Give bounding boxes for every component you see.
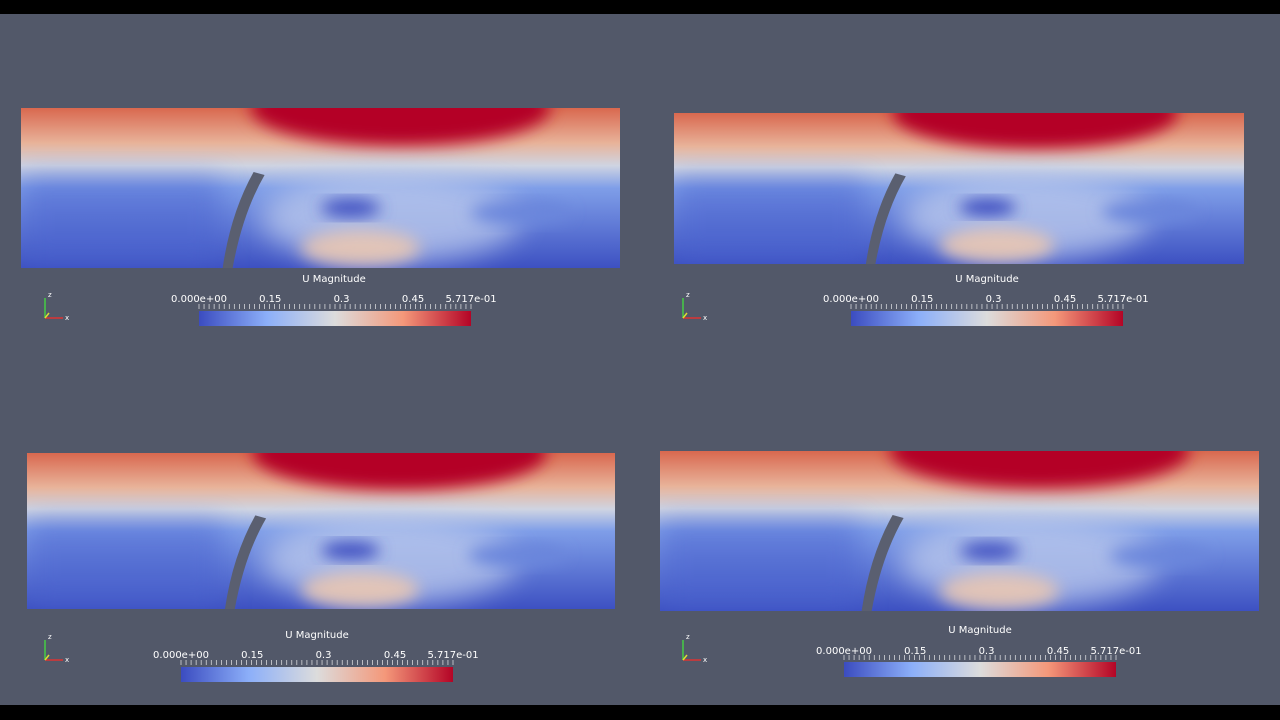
flap xyxy=(865,173,906,264)
axis-y xyxy=(682,312,688,319)
colorbar-title: U Magnitude xyxy=(948,625,1011,636)
panel: U Magnitude 0.000e+00 0.15 0.3 0.45 5.717e-01… xyxy=(27,453,615,682)
colorbar-title: U Magnitude xyxy=(302,274,365,285)
axis-label-x: x xyxy=(703,656,707,664)
colorbar xyxy=(851,311,1123,326)
colorbar-label: 0.45 xyxy=(402,294,424,305)
flap xyxy=(861,515,904,611)
colorbar-label: 0.000e+00 xyxy=(153,650,209,661)
colorbar-label: 0.45 xyxy=(1047,646,1069,657)
colorbar-label: 0.45 xyxy=(1054,294,1076,305)
axis-y xyxy=(44,312,50,319)
field-low xyxy=(1109,544,1210,568)
colorbar xyxy=(199,311,471,326)
colorbar-label: 5.717e-01 xyxy=(1097,294,1148,305)
axis-label-x: x xyxy=(65,656,69,664)
colorbar-label: 0.3 xyxy=(316,650,332,661)
flow-field xyxy=(660,451,1259,611)
panel: U Magnitude 0.000e+00 0.15 0.3 0.45 5.717e-01… xyxy=(21,108,620,326)
colorbar-label: 0.15 xyxy=(259,294,281,305)
colorbar xyxy=(844,662,1116,677)
colorbar-label: 0.3 xyxy=(979,646,995,657)
flow-field xyxy=(27,453,615,609)
colorbar-title: U Magnitude xyxy=(285,630,348,641)
colorbar-label: 0.15 xyxy=(904,646,926,657)
flap xyxy=(222,172,265,268)
field-layers xyxy=(660,451,1259,611)
colorbar-label: 0.000e+00 xyxy=(823,294,879,305)
field-warm xyxy=(301,571,419,608)
field-left xyxy=(674,179,864,264)
panel: U Magnitude 0.000e+00 0.15 0.3 0.45 5.717e-01… xyxy=(660,451,1259,677)
colorbar-title: U Magnitude xyxy=(955,274,1018,285)
flow-field xyxy=(674,113,1244,264)
panel: U Magnitude 0.000e+00 0.15 0.3 0.45 5.717e-01… xyxy=(674,113,1244,326)
colorbar-label: 0.45 xyxy=(384,650,406,661)
field-low xyxy=(1101,200,1197,224)
field-left xyxy=(27,521,223,609)
field-low xyxy=(321,541,380,560)
axis-label-x: x xyxy=(703,314,707,322)
field-low xyxy=(959,542,1020,560)
field-left xyxy=(660,521,860,611)
field-layers xyxy=(27,453,615,609)
colorbar-label: 0.000e+00 xyxy=(171,294,227,305)
axis-y xyxy=(682,654,688,661)
axis-y xyxy=(44,654,50,661)
flow-field xyxy=(21,108,620,268)
canvas: U Magnitude 0.000e+00 0.15 0.3 0.45 5.717e-01… xyxy=(21,108,1259,682)
field-warm xyxy=(940,228,1054,263)
field-layers xyxy=(21,108,620,268)
axis-label-x: x xyxy=(65,314,69,322)
field-warm xyxy=(939,573,1060,609)
colorbar-label: 5.717e-01 xyxy=(1090,646,1141,657)
axis-label-z: z xyxy=(686,633,690,641)
axis-label-z: z xyxy=(48,291,52,299)
field-low xyxy=(470,201,571,225)
field-layers xyxy=(674,113,1244,264)
field-warm xyxy=(300,230,421,266)
colorbar-label: 0.000e+00 xyxy=(816,646,872,657)
axis-label-z: z xyxy=(686,291,690,299)
colorbar xyxy=(181,667,453,682)
colorbar-label: 0.15 xyxy=(241,650,263,661)
axis-label-z: z xyxy=(48,633,52,641)
colorbar-label: 0.15 xyxy=(911,294,933,305)
field-high xyxy=(892,113,1178,149)
field-high xyxy=(250,108,551,146)
colorbar-label: 0.3 xyxy=(334,294,350,305)
colorbar-label: 5.717e-01 xyxy=(445,294,496,305)
field-low xyxy=(468,543,566,568)
field-high xyxy=(889,451,1190,489)
field-left xyxy=(21,178,221,268)
field-low xyxy=(320,199,381,217)
field-high xyxy=(252,453,547,491)
render-view: U Magnitude 0.000e+00 0.15 0.3 0.45 5.717e-01… xyxy=(0,14,1280,705)
colorbar-label: 5.717e-01 xyxy=(427,650,478,661)
colorbar-label: 0.3 xyxy=(986,294,1002,305)
field-low xyxy=(959,198,1016,216)
flap xyxy=(224,515,267,609)
